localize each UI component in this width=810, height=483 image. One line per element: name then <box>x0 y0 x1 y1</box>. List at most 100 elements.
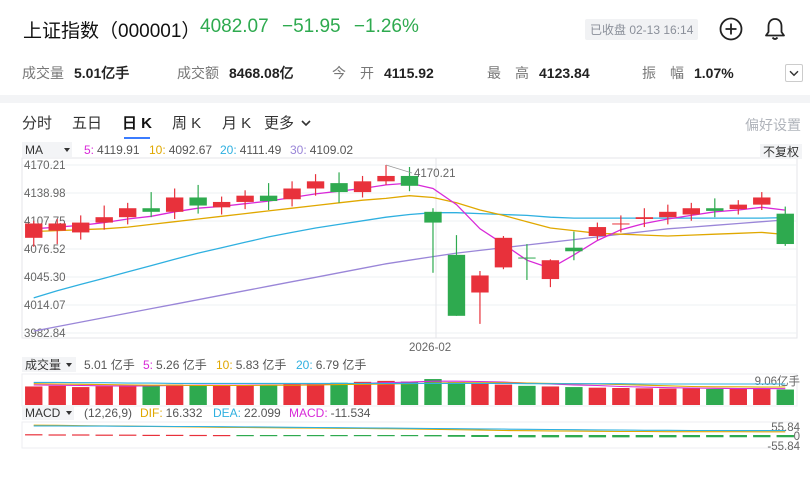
kline-chart: MA 5: 4119.91 10: 4092.67 20: 4111.49 30: 41… <box>21 142 802 453</box>
volume-bar <box>189 384 207 405</box>
stat-open-label: 今 开 <box>332 65 374 81</box>
candle-body <box>118 208 137 218</box>
candle-body <box>377 175 395 182</box>
macd-value-legend: MACD: -11.534 <box>289 406 371 420</box>
period-tabs: 分时 五日 日 K 周 K 月 K 更多 偏好设置 <box>0 112 810 139</box>
candle <box>494 236 513 270</box>
stat-amount-label: 成交额 <box>177 65 219 81</box>
candle <box>283 181 301 207</box>
y-tick-label: 4045.30 <box>24 272 66 284</box>
tab-more[interactable]: 更多 <box>264 112 312 133</box>
candle-body <box>212 201 231 208</box>
macd-bar <box>494 435 513 438</box>
y-tick-label: 4014.07 <box>24 300 66 312</box>
stat-high-value: 4123.84 <box>539 65 590 81</box>
candle-body <box>588 227 607 237</box>
candle-body <box>306 181 325 189</box>
macd-bar <box>330 435 348 437</box>
candle <box>541 259 560 288</box>
candle <box>212 196 231 215</box>
candle <box>776 206 794 246</box>
tab-monthly-k[interactable]: 月 K <box>222 115 252 132</box>
macd-selector[interactable] <box>22 405 74 420</box>
macd-bar <box>283 435 301 437</box>
macd-bar <box>753 435 771 438</box>
macd-bar <box>72 434 90 436</box>
candle <box>447 235 466 316</box>
macd-bar <box>400 435 419 437</box>
ma-selector[interactable] <box>22 142 72 157</box>
macd-bar <box>118 434 137 436</box>
candle <box>588 222 607 240</box>
ma30-line <box>33 219 786 332</box>
candle-body <box>447 254 466 316</box>
candle <box>706 198 724 218</box>
macd-params: (12,26,9) <box>84 406 132 420</box>
tab-weekly-k[interactable]: 周 K <box>172 115 202 132</box>
volume-bar <box>753 388 771 405</box>
max-pointer <box>385 164 413 174</box>
stat-high: 最 高 4123.84 <box>487 63 590 83</box>
tab-intraday[interactable]: 分时 <box>22 115 53 132</box>
volume-selector[interactable] <box>22 357 76 372</box>
macd-selector-label: MACD <box>25 406 61 420</box>
macd-bar <box>48 434 66 436</box>
candle-body <box>565 247 583 252</box>
ma5-legend-value: 4119.91 <box>97 143 140 157</box>
collapse-stats-icon[interactable] <box>785 64 803 82</box>
candle <box>612 215 630 233</box>
volume-bar <box>353 381 372 405</box>
dif-value: 16.332 <box>166 406 203 420</box>
macd-legend: MACD (12,26,9) DIF: 16.332 DEA: 22.099 MAC… <box>22 405 371 420</box>
bell-icon[interactable] <box>762 16 788 42</box>
candle <box>25 220 43 247</box>
candle <box>236 190 254 210</box>
dea-value: 22.099 <box>244 406 281 420</box>
candle <box>729 200 747 215</box>
volume-bar <box>118 385 137 405</box>
volume-bar <box>48 385 66 405</box>
stat-volume-label: 成交量 <box>22 65 64 81</box>
volume-bar <box>494 384 513 405</box>
max-price-annotation: 4170.21 <box>414 168 456 180</box>
candle <box>118 202 137 225</box>
vol-ma10-label: 10: <box>216 358 233 372</box>
macd-bar <box>25 434 43 436</box>
candle <box>682 202 701 221</box>
candle-body <box>729 204 747 210</box>
volume-bar <box>518 385 536 405</box>
stat-amplitude-label: 振 幅 <box>642 65 684 81</box>
macd-bar <box>95 434 113 436</box>
candle-body <box>518 257 536 259</box>
candle-body <box>706 208 724 211</box>
y-tick-label: 3982.84 <box>24 328 66 340</box>
volume-bar <box>471 383 489 405</box>
ma-selector-label: MA <box>25 143 43 157</box>
volume-bars-layer <box>25 379 794 405</box>
plus-circle-icon[interactable] <box>718 16 744 42</box>
ma20-legend-label: 20: <box>220 143 237 157</box>
ma20-legend-value: 4111.49 <box>240 143 282 157</box>
price-block: 4082.07 −51.95 −1.26% <box>200 16 427 38</box>
candle <box>518 244 536 280</box>
candle-body <box>776 213 794 245</box>
volume-dropdown-icon <box>66 363 72 367</box>
volume-bar <box>541 386 560 405</box>
adjustment-selector[interactable] <box>760 144 802 159</box>
stat-amount-value: 8468.08亿 <box>229 65 294 81</box>
macd-bar <box>518 435 536 438</box>
preferences-link[interactable]: 偏好设置 <box>745 117 801 133</box>
tab-five-day[interactable]: 五日 <box>72 115 103 132</box>
chevron-down-icon <box>301 120 311 127</box>
vol-ma5-legend: 5: 5.26 亿手 <box>143 357 207 372</box>
candle-body <box>330 183 348 193</box>
ma5-legend-label: 5: <box>84 143 94 157</box>
tab-more-label: 更多 <box>264 115 295 132</box>
volume-bar <box>776 389 794 405</box>
macd-dropdown-icon <box>66 411 72 415</box>
candle <box>142 192 160 218</box>
vol-ma20-legend: 20: 6.79 亿手 <box>296 357 366 372</box>
main-grid <box>21 157 798 339</box>
volume-current-value: 5.01 亿手 <box>84 357 135 372</box>
tab-daily-k[interactable]: 日 K <box>122 112 152 139</box>
